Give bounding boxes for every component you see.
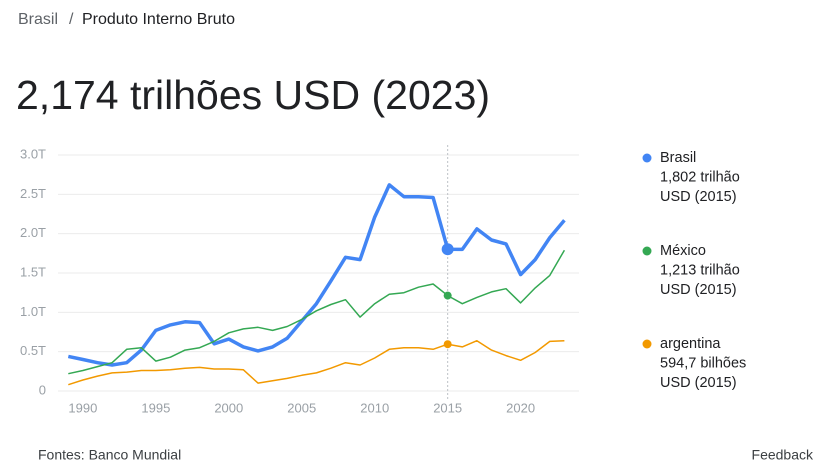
series-line — [68, 249, 566, 375]
breadcrumb-current: Produto Interno Bruto — [82, 11, 235, 28]
highlight-point — [441, 243, 454, 256]
legend-detail: USD (2015) — [660, 282, 737, 298]
feedback[interactable]: Feedback — [752, 447, 814, 463]
legend-detail: USD (2015) — [660, 375, 737, 391]
legend-name: argentina — [660, 336, 721, 352]
x-tick-label: 1990 — [68, 400, 97, 415]
legend-marker — [642, 339, 652, 349]
x-tick-label: 2010 — [360, 400, 389, 415]
x-tick-label: 2000 — [214, 400, 243, 415]
highlight-point — [443, 291, 452, 300]
legend-name: Brasil — [660, 150, 696, 166]
y-tick-label: 2.5T — [20, 186, 46, 201]
y-tick-label: 2.0T — [20, 225, 46, 240]
series-line — [67, 183, 566, 367]
breadcrumb-link[interactable]: Brasil — [18, 11, 58, 28]
legend-value: 594,7 bilhões — [660, 355, 746, 371]
highlight-point — [443, 340, 452, 349]
headline: 2,174 trilhões USD (2023) — [16, 72, 490, 118]
series-line — [68, 339, 565, 386]
legend-detail: USD (2015) — [660, 189, 737, 205]
legend-marker — [642, 153, 652, 163]
x-tick-label: 1995 — [141, 400, 170, 415]
breadcrumb-separator: / — [69, 11, 74, 28]
y-tick-label: 0.5T — [20, 343, 46, 358]
x-tick-label: 2020 — [506, 400, 535, 415]
x-tick-label: 2005 — [287, 400, 316, 415]
legend-name: México — [660, 243, 706, 259]
y-tick-label: 1.0T — [20, 304, 46, 319]
y-tick-label: 0 — [39, 382, 46, 397]
x-tick-label: 2015 — [433, 400, 462, 415]
y-tick-label: 3.0T — [20, 146, 46, 161]
legend-value: 1,802 trilhão — [660, 169, 740, 185]
source: Fontes: Banco Mundial — [38, 447, 181, 463]
y-tick-label: 1.5T — [20, 264, 46, 279]
legend-marker — [642, 246, 652, 256]
legend-value: 1,213 trilhão — [660, 262, 740, 278]
